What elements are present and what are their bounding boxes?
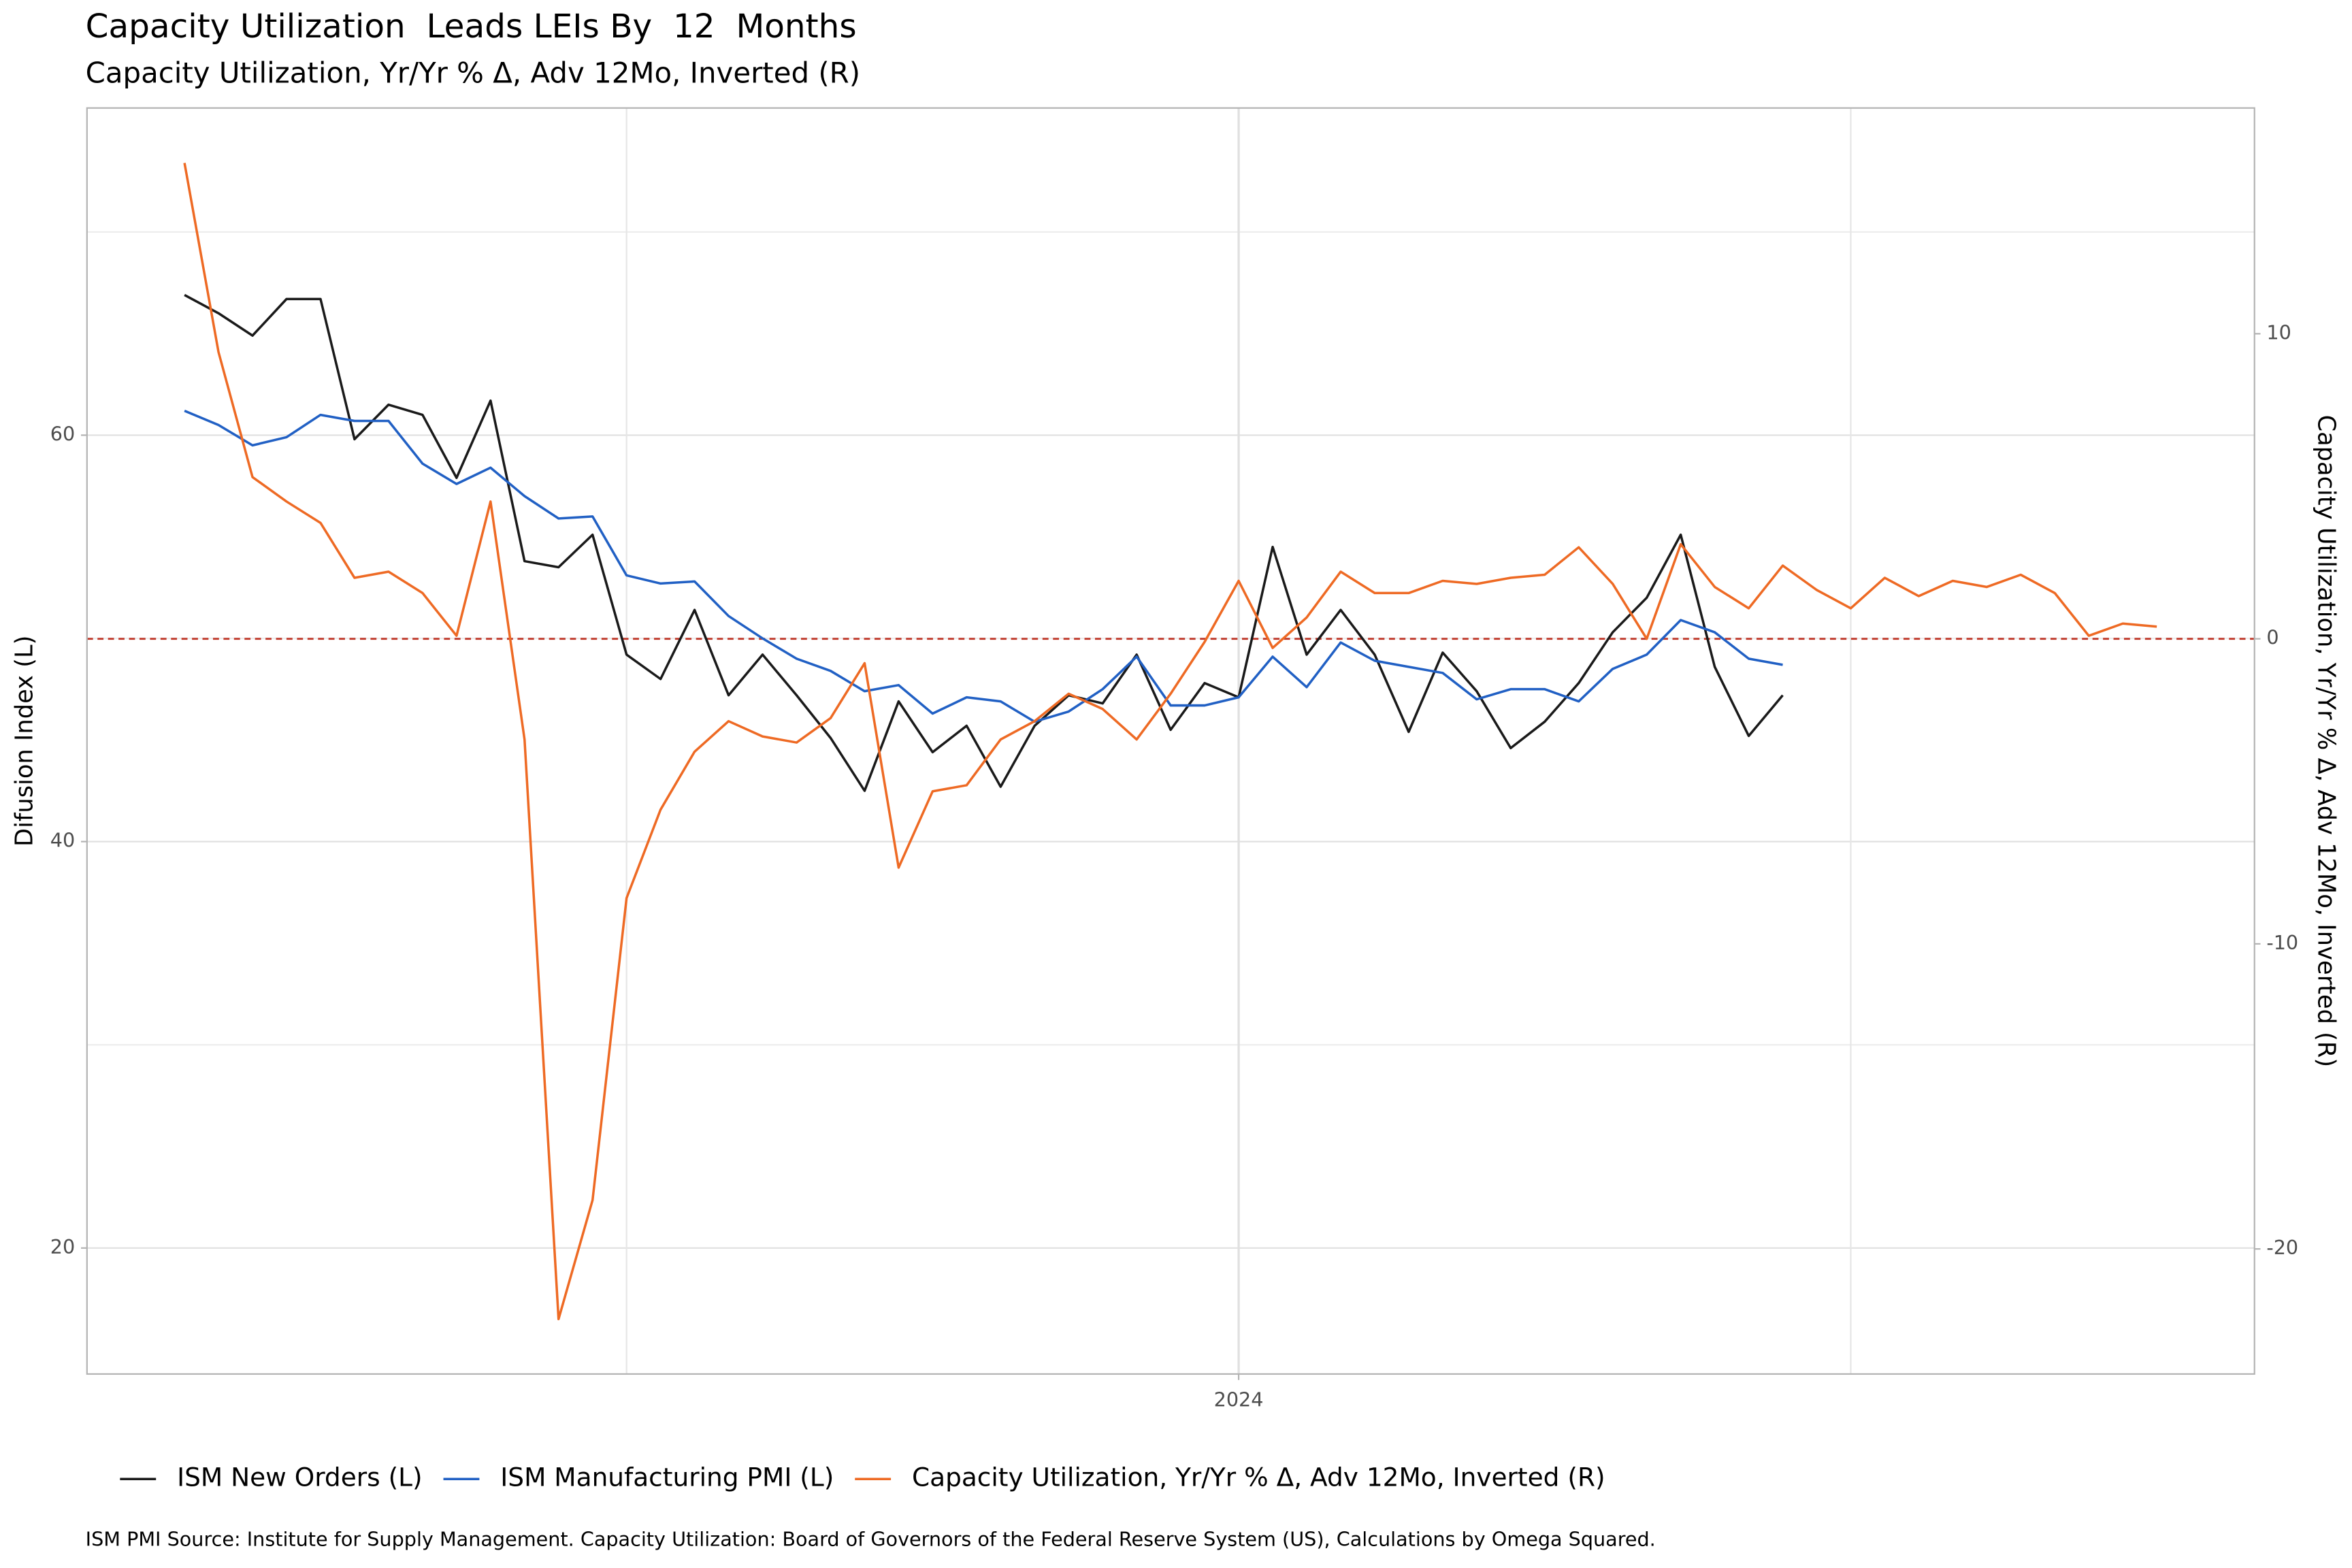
y-tick-label: 60 — [50, 422, 75, 445]
y2-axis-label: Capacity Utilization, Yr/Yr % Δ, Adv 12M… — [2312, 414, 2340, 1067]
chart-title: Capacity Utilization Leads LEIs By 12 Mo… — [86, 7, 857, 46]
plot-border — [86, 107, 2255, 1375]
grid: 20 40 60 -20 -10 0 10 2024 — [50, 108, 2298, 1411]
series-line — [184, 293, 1784, 792]
y2-tick-label: 0 — [2266, 626, 2278, 649]
y2-tick-label: 10 — [2266, 321, 2291, 344]
caption: ISM PMI Source: Institute for Supply Man… — [86, 1528, 1656, 1551]
legend-label: ISM New Orders (L) — [177, 1463, 423, 1492]
series-line — [184, 409, 1783, 723]
y2-tick-label: -20 — [2266, 1236, 2298, 1259]
legend-label: Capacity Utilization, Yr/Yr % Δ, Adv 12M… — [912, 1463, 1605, 1492]
y-tick-label: 20 — [50, 1235, 75, 1258]
plot-marks — [86, 163, 2255, 1321]
legend-label: ISM Manufacturing PMI (L) — [500, 1463, 834, 1492]
series-line — [183, 163, 2157, 1321]
y-tick-label: 40 — [50, 829, 75, 852]
legend: ISM New Orders (L) ISM Manufacturing PMI … — [120, 1463, 1605, 1492]
chart-subtitle: Capacity Utilization, Yr/Yr % Δ, Adv 12M… — [86, 56, 860, 90]
y-axis-label: Difusion Index (L) — [10, 636, 38, 847]
x-tick-label: 2024 — [1214, 1388, 1264, 1411]
y2-tick-label: -10 — [2266, 931, 2298, 954]
